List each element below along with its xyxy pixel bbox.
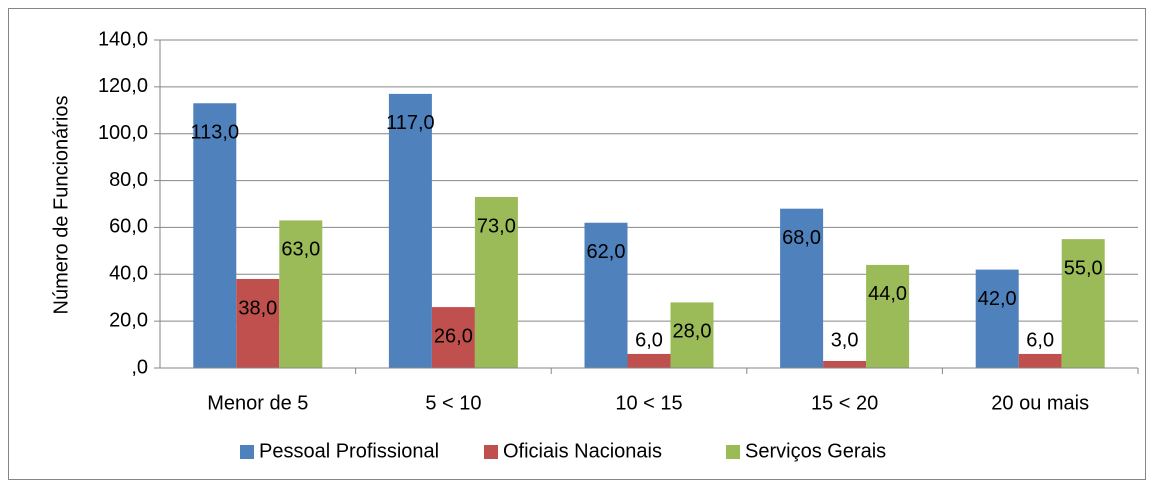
bar bbox=[236, 278, 280, 368]
data-label: 6,0 bbox=[635, 329, 663, 351]
bar bbox=[627, 353, 671, 368]
y-axis-title: Número de Funcionários bbox=[50, 96, 72, 315]
x-tick-label: Menor de 5 bbox=[207, 392, 308, 414]
bar bbox=[823, 360, 867, 368]
legend-label: Pessoal Profissional bbox=[259, 440, 439, 462]
bar bbox=[1018, 353, 1062, 368]
bar bbox=[431, 307, 475, 368]
bar bbox=[975, 269, 1019, 368]
bar bbox=[780, 208, 824, 368]
data-label: 73,0 bbox=[477, 215, 516, 237]
bar bbox=[670, 302, 714, 368]
chart-frame bbox=[8, 8, 1146, 480]
data-label: 113,0 bbox=[191, 122, 240, 144]
x-tick-label: 10 < 15 bbox=[615, 392, 682, 414]
y-tick-label: 40,0 bbox=[109, 263, 148, 285]
x-tick-label: 15 < 20 bbox=[811, 392, 878, 414]
x-tick-label: 5 < 10 bbox=[425, 392, 481, 414]
bar bbox=[193, 103, 237, 368]
bar bbox=[584, 222, 628, 368]
y-tick-label: 120,0 bbox=[98, 75, 148, 97]
data-label: 28,0 bbox=[673, 321, 712, 343]
legend-swatch bbox=[726, 445, 740, 459]
y-tick-label: 80,0 bbox=[109, 169, 148, 191]
bar bbox=[388, 93, 432, 368]
bar bbox=[474, 196, 518, 368]
bar bbox=[866, 264, 910, 368]
legend-label: Serviços Gerais bbox=[745, 440, 886, 462]
legend-label: Oficiais Nacionais bbox=[503, 440, 662, 462]
bar bbox=[279, 220, 323, 368]
data-label: 44,0 bbox=[868, 283, 907, 305]
y-tick-label: 100,0 bbox=[98, 122, 148, 144]
y-tick-label: 20,0 bbox=[109, 309, 148, 331]
data-label: 38,0 bbox=[238, 297, 277, 319]
y-tick-label: 140,0 bbox=[98, 28, 148, 50]
y-tick-label: ,0 bbox=[131, 356, 148, 378]
data-label: 63,0 bbox=[281, 239, 320, 261]
x-tick-label: 20 ou mais bbox=[991, 392, 1089, 414]
legend-swatch bbox=[484, 445, 498, 459]
data-label: 26,0 bbox=[434, 325, 473, 347]
data-label: 62,0 bbox=[587, 241, 626, 263]
data-label: 68,0 bbox=[782, 227, 821, 249]
data-label: 42,0 bbox=[978, 288, 1017, 310]
y-tick-label: 60,0 bbox=[109, 216, 148, 238]
legend-swatch bbox=[240, 445, 254, 459]
data-label: 6,0 bbox=[1026, 329, 1054, 351]
data-label: 55,0 bbox=[1064, 257, 1103, 279]
data-label: 117,0 bbox=[386, 112, 435, 134]
data-label: 3,0 bbox=[831, 329, 859, 351]
bar bbox=[1061, 239, 1105, 368]
